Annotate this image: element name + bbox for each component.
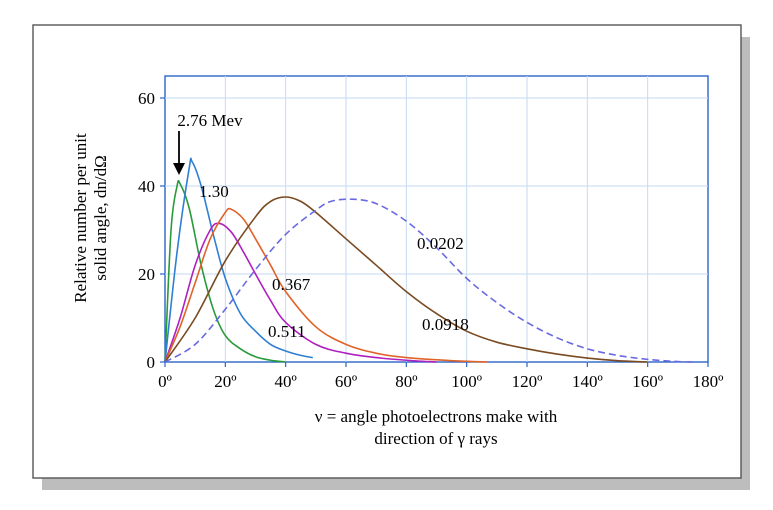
x-tick-label: 40º: [275, 372, 297, 391]
y-tick-label: 0: [147, 353, 156, 372]
series-line-0-0202: [164, 198, 693, 363]
x-tick-label: 60º: [335, 372, 357, 391]
x-tick-label: 160º: [632, 372, 663, 391]
series-label-1-30: 1.30: [199, 182, 229, 201]
grid: [165, 76, 708, 362]
series-line-2-76-mev: [164, 179, 286, 363]
y-tick-label: 40: [138, 177, 155, 196]
series-line-0-0918: [164, 196, 648, 363]
series-label-0-0202: 0.0202: [417, 234, 464, 253]
x-tick-label: 80º: [395, 372, 417, 391]
series-line-1-30: [164, 157, 313, 363]
series-label-0-367: 0.367: [272, 275, 311, 294]
y-tick-label: 20: [138, 265, 155, 284]
tick-layer: 0º 20º 40º 60º 80º 100º 120º 140º 160º 180º 0 20 40 6…: [138, 89, 723, 391]
x-tick-label: 20º: [214, 372, 236, 391]
x-tick-label: 120º: [512, 372, 543, 391]
arrow-head-icon: [173, 163, 185, 175]
x-tick-label: 140º: [572, 372, 603, 391]
series-line-0-511: [164, 222, 437, 363]
x-axis-label-line2: direction of γ rays: [374, 429, 497, 448]
y-axis-label-line2: solid angle, dn/dΩ: [91, 155, 110, 280]
arrow-label: 2.76 Mev: [177, 111, 243, 130]
y-tick-label: 60: [138, 89, 155, 108]
x-tick-label: 180º: [693, 372, 724, 391]
x-tick-label: 100º: [451, 372, 482, 391]
x-tick-label: 0º: [158, 372, 172, 391]
series-label-0-511: 0.511: [268, 322, 306, 341]
series-label-0-0918: 0.0918: [422, 315, 469, 334]
series-layer: [164, 157, 693, 363]
x-axis-label-line1: ν = angle photoelectrons make with: [315, 407, 558, 426]
series-line-0-367: [164, 207, 488, 363]
y-axis-label-line1: Relative number per unit: [71, 133, 90, 303]
